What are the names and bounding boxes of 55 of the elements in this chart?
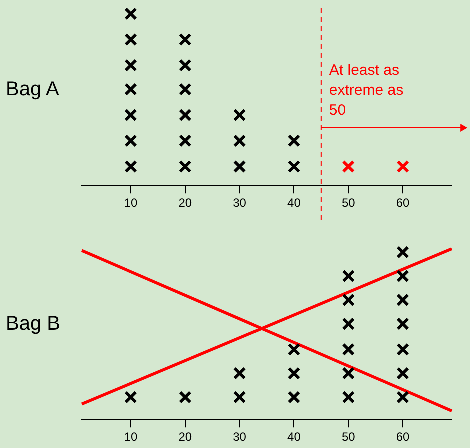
point (124, 83, 138, 96)
x-tick-label: 40 (288, 430, 302, 444)
point (288, 160, 301, 174)
point (342, 318, 356, 331)
point (233, 160, 246, 174)
point (178, 160, 192, 174)
point (396, 160, 410, 174)
point (178, 390, 192, 404)
x-tick-label: 50 (342, 430, 356, 444)
point (288, 343, 301, 356)
point (288, 367, 301, 380)
point (233, 134, 246, 148)
point (396, 318, 410, 331)
point (178, 33, 192, 46)
point (396, 294, 410, 307)
point (124, 33, 138, 46)
point (124, 390, 138, 404)
point (233, 367, 246, 380)
point (233, 108, 246, 122)
point (178, 83, 192, 96)
y-axis-title: Bag B (6, 312, 60, 335)
point (178, 108, 192, 122)
point (396, 390, 410, 404)
x-tick-label: 60 (396, 196, 410, 210)
point (342, 390, 356, 404)
point (124, 108, 138, 122)
point (342, 160, 356, 174)
point (342, 367, 356, 380)
point (178, 134, 192, 148)
point (178, 59, 192, 72)
x-tick-label: 30 (233, 430, 247, 444)
point (396, 343, 410, 356)
point (396, 246, 410, 259)
point (288, 390, 301, 404)
x-tick-label: 20 (178, 196, 192, 210)
x-tick-label: 60 (396, 430, 410, 444)
point (233, 390, 246, 404)
point (396, 270, 410, 283)
point (342, 343, 356, 356)
point (124, 8, 138, 20)
x-tick-label: 40 (288, 196, 302, 210)
point (342, 270, 356, 283)
x-tick-label: 50 (342, 196, 356, 210)
x-tick-label: 30 (233, 196, 247, 210)
point (396, 367, 410, 380)
point (124, 160, 138, 174)
ref-line-label: At least as extreme as 50 (329, 62, 404, 120)
y-axis-title: Bag A (6, 78, 60, 100)
x-tick-label: 10 (124, 430, 138, 444)
point (342, 294, 356, 307)
point (288, 134, 301, 148)
point (124, 59, 138, 72)
x-tick-label: 10 (124, 196, 138, 210)
point (124, 134, 138, 148)
x-tick-label: 20 (178, 430, 192, 444)
